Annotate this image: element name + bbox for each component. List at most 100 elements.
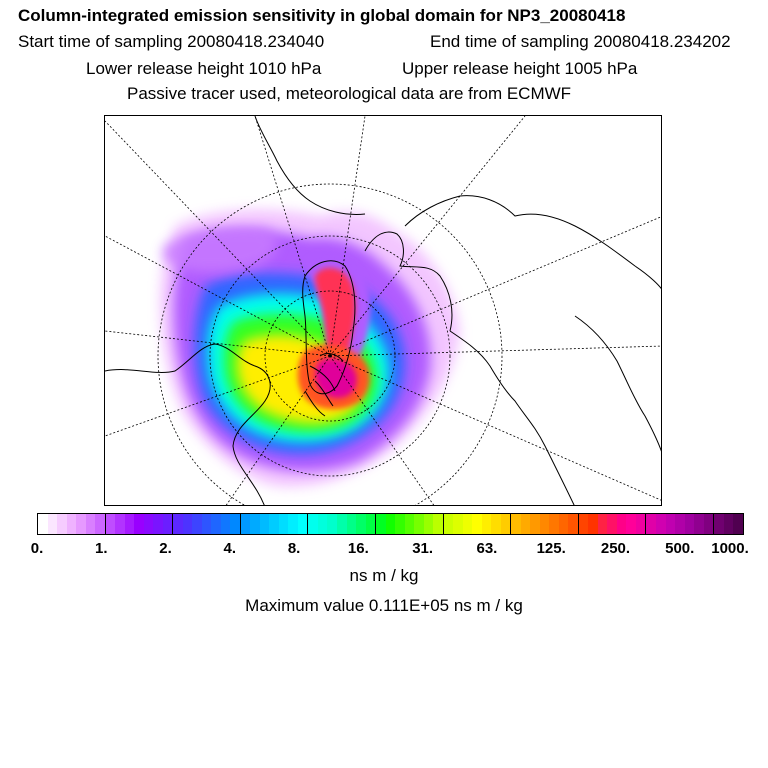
colorbar-cell [558, 514, 569, 534]
colorbar-cell [462, 514, 473, 534]
colorbar-cell [626, 514, 636, 534]
colorbar-cell [38, 514, 48, 534]
colorbar-cell [308, 514, 318, 534]
colorbar-cell [47, 514, 58, 534]
colorbar-cell [220, 514, 231, 534]
colorbar-cell [423, 514, 434, 534]
coastline-alaska [254, 116, 366, 215]
colorbar-cell [317, 514, 328, 534]
colorbar-tick-label: 8. [287, 540, 301, 557]
colorbar-cell [124, 514, 135, 534]
colorbar-tick-label: 1. [95, 540, 108, 557]
units-label: ns m / kg [349, 566, 419, 585]
meridian-2 [329, 116, 366, 357]
sampling-start-time: Start time of sampling 20080418.234040 [18, 32, 325, 51]
colorbar-cell [57, 514, 67, 534]
colorbar-cell [76, 514, 86, 534]
meridian-4 [329, 216, 661, 357]
graticule [105, 116, 661, 505]
colorbar-cell [162, 514, 174, 534]
colorbar-cell [433, 514, 444, 534]
colorbar-cell [530, 514, 540, 534]
colorbar-tick-label: 4. [223, 540, 237, 557]
colorbar-tick-label: 63. [476, 540, 498, 557]
emission-sensitivity-map [105, 116, 661, 505]
colorbar-cell [288, 514, 298, 534]
colorbar-cell [269, 514, 279, 534]
colorbar-cell [635, 514, 647, 534]
coastline-east-asia [574, 315, 661, 452]
colorbar-cell [95, 514, 106, 534]
colorbar-cell [481, 514, 492, 534]
meridian-7 [329, 355, 435, 505]
colorbar-cell [500, 514, 512, 534]
latitude-circle-middle [209, 235, 451, 477]
colorbar-cell [453, 514, 463, 534]
colorbar-cell [201, 514, 212, 534]
coastlines [105, 116, 661, 505]
colorbar-cell [723, 514, 734, 534]
field-upper-violet-lobe [162, 226, 278, 272]
colorbar-cell [115, 514, 125, 534]
colorbar-cell [539, 514, 550, 534]
colorbar-cell [414, 514, 424, 534]
colorbar-cell [297, 514, 309, 534]
colorbar-cell [278, 514, 289, 534]
colorbar-cell [385, 514, 396, 534]
colorbar-cell [511, 514, 521, 534]
sensitivity-field [160, 209, 460, 487]
colorbar-cell [153, 514, 163, 534]
colorbar-cell [250, 514, 260, 534]
field-core-magenta [315, 358, 357, 398]
colorbar-tick-label: 250. [600, 540, 631, 557]
colorbar-cell [365, 514, 377, 534]
colorbar-cell [404, 514, 415, 534]
meridian-3 [329, 116, 526, 357]
map-panel [104, 115, 662, 506]
colorbar-tick-label: 1000. [711, 540, 749, 557]
colorbar-tick-label: 125. [536, 540, 566, 557]
colorbar-cell [597, 514, 608, 534]
maximum-value-label: Maximum value 0.111E+05 ns m / kg [245, 596, 523, 615]
colorbar-cell [607, 514, 617, 534]
chart-title: Column-integrated emission sensitivity i… [18, 6, 626, 25]
colorbar [37, 513, 744, 535]
coastline-scandinavia [364, 231, 453, 332]
colorbar-cell [376, 514, 386, 534]
colorbar-cell [356, 514, 366, 534]
colorbar-cell [211, 514, 221, 534]
colorbar-cell [173, 514, 183, 534]
colorbar-cell [192, 514, 202, 534]
colorbar-cell [491, 514, 501, 534]
colorbar-cell [336, 514, 347, 534]
colorbar-cell [646, 514, 656, 534]
colorbar-cell [240, 514, 251, 534]
coastline-eurasia [449, 330, 575, 505]
colorbar-cell [472, 514, 482, 534]
colorbar-cell [327, 514, 337, 534]
colorbar-cell [588, 514, 598, 534]
colorbar-cell [105, 514, 116, 534]
colorbar-cell [675, 514, 685, 534]
colorbar-cell [85, 514, 96, 534]
meridian-1 [254, 116, 331, 357]
colorbar-cell [578, 514, 589, 534]
colorbar-cell [568, 514, 579, 534]
colorbar-tick-label: 2. [159, 540, 172, 557]
colorbar-cell [346, 514, 357, 534]
colorbar-cell [395, 514, 405, 534]
tracer-note: Passive tracer used, meteorological data… [127, 84, 572, 103]
meridian-10 [105, 330, 331, 357]
meridian-6 [329, 355, 661, 501]
colorbar-cell [656, 514, 666, 534]
coastline-canadian-archipelago [304, 353, 344, 417]
lower-release-height: Lower release height 1010 hPa [86, 59, 322, 78]
colorbar-cell [66, 514, 77, 534]
colorbar-cell [134, 514, 144, 534]
sampling-end-time: End time of sampling 20080418.234202 [430, 32, 731, 51]
colorbar-cell [684, 514, 695, 534]
colorbar-cell [182, 514, 193, 534]
colorbar-tick-label: 31. [412, 540, 434, 557]
colorbar-tick-label: 0. [30, 540, 44, 557]
colorbar-tick-label: 16. [347, 540, 369, 557]
